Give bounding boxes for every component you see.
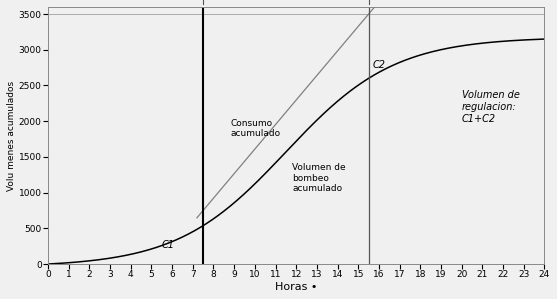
Text: Volumen de
regulacion:
C1+C2: Volumen de regulacion: C1+C2	[462, 90, 520, 123]
Text: Volumen de
bombeo
acumulado: Volumen de bombeo acumulado	[292, 164, 346, 193]
Text: Consumo
acumulado: Consumo acumulado	[230, 119, 280, 138]
Y-axis label: Volu menes acumulados: Volu menes acumulados	[7, 80, 16, 190]
Text: C1: C1	[162, 239, 175, 250]
Text: C2: C2	[373, 60, 386, 70]
X-axis label: Horas •: Horas •	[275, 282, 317, 292]
